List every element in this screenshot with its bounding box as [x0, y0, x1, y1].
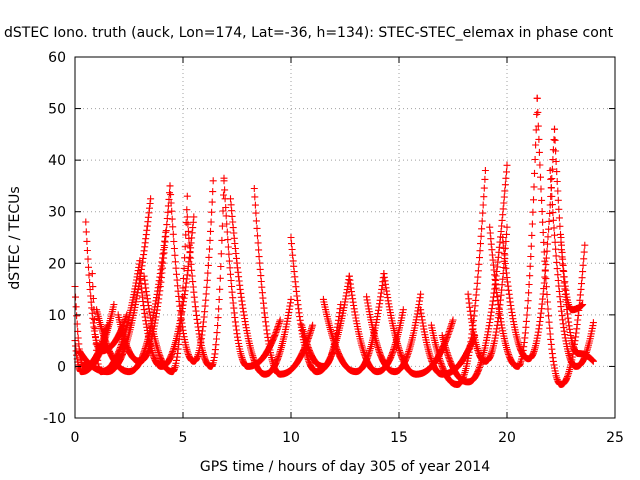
data-arc-12 [227, 195, 295, 378]
y-tick-label: 30 [48, 205, 66, 221]
y-tick-label: 60 [48, 50, 66, 66]
data-arc-22 [438, 161, 511, 386]
data-arc-10 [183, 174, 228, 370]
data-arc-24 [486, 94, 541, 370]
chart-title: dSTEC Iono. truth (auck, Lon=174, Lat=-3… [4, 25, 614, 41]
y-tick-label: 10 [48, 308, 66, 324]
data-arc-26 [533, 94, 589, 388]
x-tick-label: 15 [390, 430, 408, 446]
plot-frame [74, 56, 616, 419]
y-tick-label: 20 [48, 256, 66, 272]
x-tick-label: 5 [179, 430, 188, 446]
data-arc-25 [499, 125, 558, 363]
data-arc-23 [464, 223, 511, 365]
x-tick-label: 10 [282, 430, 300, 446]
y-tick-label: 50 [48, 102, 66, 118]
axis-ticks: 0 5 10 15 20 25 -10 0 10 20 30 40 50 60 [43, 50, 624, 446]
data-points [71, 94, 597, 388]
data-arc-8 [140, 192, 191, 376]
data-arc-5 [93, 228, 170, 376]
data-arc-15 [298, 301, 345, 370]
y-tick-label: 0 [57, 359, 66, 375]
y-axis-label: dSTEC / TECUs [7, 186, 23, 289]
x-tick-label: 0 [71, 430, 80, 446]
y-tick-label: 40 [48, 153, 66, 169]
x-axis-label: GPS time / hours of day 305 of year 2014 [200, 459, 490, 475]
data-arc-27 [546, 167, 597, 370]
data-arc-29 [557, 234, 587, 314]
x-tick-label: 20 [498, 430, 516, 446]
y-tick-label: -10 [43, 411, 66, 427]
data-arc-16 [319, 270, 388, 376]
x-tick-label: 25 [606, 430, 624, 446]
